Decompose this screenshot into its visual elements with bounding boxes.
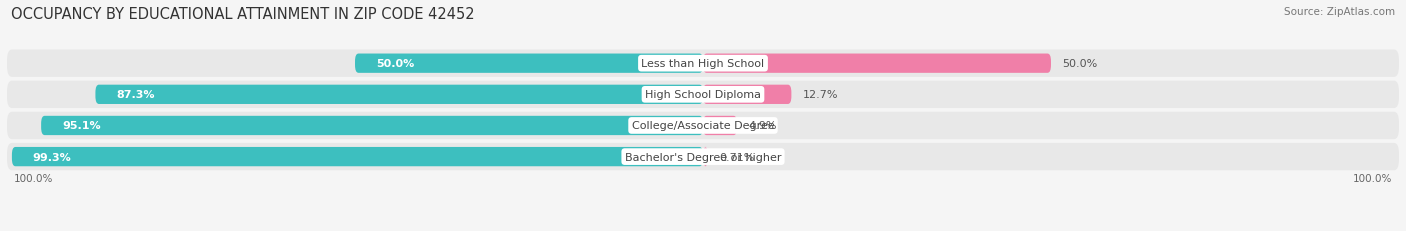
Text: 0.71%: 0.71% [718,152,755,162]
Text: 50.0%: 50.0% [1062,59,1097,69]
Text: 12.7%: 12.7% [803,90,838,100]
Text: 4.9%: 4.9% [748,121,776,131]
Text: 100.0%: 100.0% [1353,173,1392,183]
Text: 95.1%: 95.1% [62,121,101,131]
FancyBboxPatch shape [703,116,737,136]
FancyBboxPatch shape [11,147,703,167]
Text: OCCUPANCY BY EDUCATIONAL ATTAINMENT IN ZIP CODE 42452: OCCUPANCY BY EDUCATIONAL ATTAINMENT IN Z… [11,7,475,22]
FancyBboxPatch shape [703,85,792,104]
Text: Bachelor's Degree or higher: Bachelor's Degree or higher [624,152,782,162]
Text: 100.0%: 100.0% [14,173,53,183]
Text: 87.3%: 87.3% [117,90,155,100]
FancyBboxPatch shape [7,112,1399,140]
FancyBboxPatch shape [96,85,703,104]
FancyBboxPatch shape [7,81,1399,109]
Text: 50.0%: 50.0% [375,59,415,69]
FancyBboxPatch shape [703,147,709,167]
Text: High School Diploma: High School Diploma [645,90,761,100]
Text: Source: ZipAtlas.com: Source: ZipAtlas.com [1284,7,1395,17]
Text: Less than High School: Less than High School [641,59,765,69]
FancyBboxPatch shape [7,50,1399,78]
FancyBboxPatch shape [354,54,703,73]
FancyBboxPatch shape [703,54,1052,73]
FancyBboxPatch shape [41,116,703,136]
Text: College/Associate Degree: College/Associate Degree [631,121,775,131]
Text: 99.3%: 99.3% [32,152,72,162]
FancyBboxPatch shape [7,143,1399,170]
